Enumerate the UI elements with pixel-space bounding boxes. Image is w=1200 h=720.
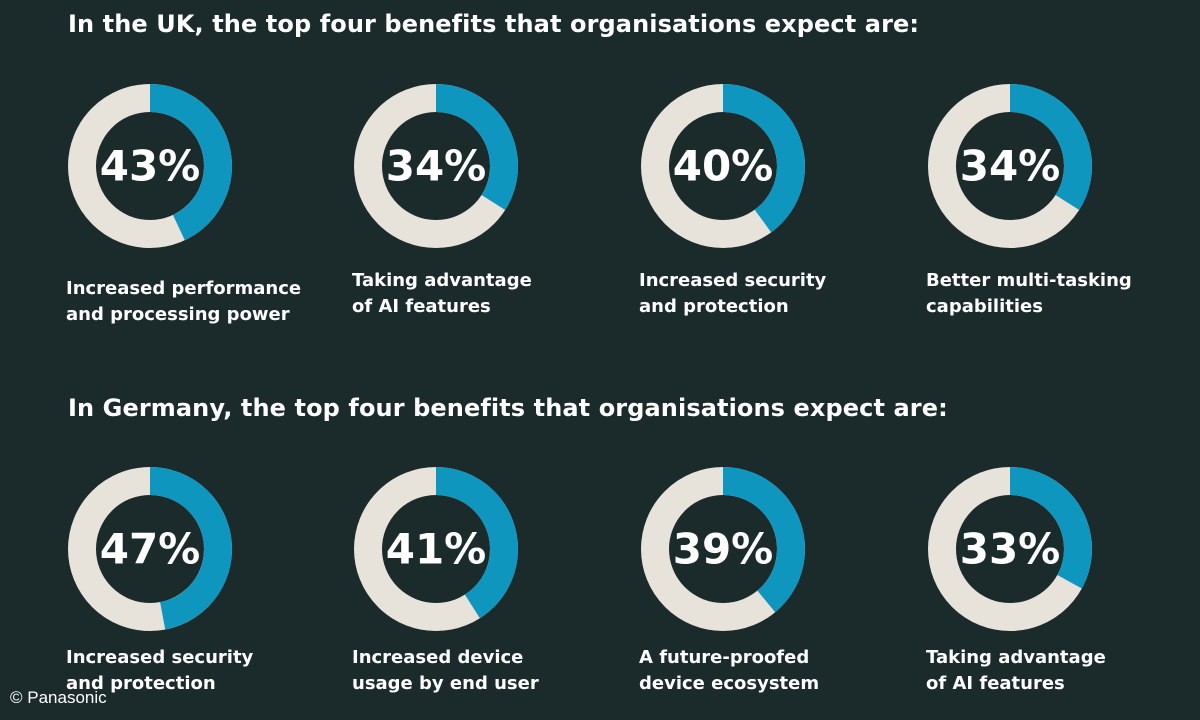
copyright-credit: © Panasonic xyxy=(10,688,107,707)
benefit-label: Increased security and protection xyxy=(66,645,253,697)
percentage-label: 34% xyxy=(960,142,1061,191)
percentage-label: 39% xyxy=(673,525,774,574)
benefit-label-line: usage by end user xyxy=(352,673,539,694)
uk-donut-3: 40% xyxy=(641,84,805,248)
benefit-label-line: and protection xyxy=(639,296,789,317)
donut-value-arc xyxy=(641,84,805,248)
uk-donut-4: 34% xyxy=(928,84,1092,248)
uk-section-heading: In the UK, the top four benefits that or… xyxy=(68,10,920,38)
benefit-label: Increased device usage by end user xyxy=(352,645,539,697)
benefit-label-line: Better multi-tasking xyxy=(926,270,1132,291)
percentage-label: 34% xyxy=(386,142,487,191)
benefit-label-line: Increased security xyxy=(639,270,827,291)
benefit-label: Better multi-tasking capabilities xyxy=(926,268,1132,320)
germany-donut-2: 41% xyxy=(354,467,518,631)
donut-value-arc xyxy=(928,84,1092,248)
percentage-label: 41% xyxy=(386,525,487,574)
percentage-label: 43% xyxy=(100,142,201,191)
percentage-label: 40% xyxy=(673,142,774,191)
donut-value-arc xyxy=(68,467,232,631)
germany-donut-1: 47% xyxy=(68,467,232,631)
benefit-label-line: device ecosystem xyxy=(639,673,820,694)
donut-value-arc xyxy=(354,84,518,248)
benefit-label-line: A future-proofed xyxy=(639,647,810,668)
benefit-label: Increased security and protection xyxy=(639,268,826,320)
uk-donut-2: 34% xyxy=(354,84,518,248)
benefit-label-line: and protection xyxy=(66,673,216,694)
benefit-label-line: Increased performance xyxy=(66,278,302,299)
benefit-label: Increased performance and processing powe… xyxy=(66,276,301,328)
percentage-label: 33% xyxy=(960,525,1061,574)
percentage-label: 47% xyxy=(100,525,201,574)
benefit-label-line: Taking advantage xyxy=(926,647,1106,668)
benefit-label-line: Taking advantage xyxy=(352,270,532,291)
benefit-label-line: Increased security xyxy=(66,647,254,668)
germany-donut-4: 33% xyxy=(928,467,1092,631)
uk-donut-1: 43% xyxy=(68,84,232,248)
benefit-label-line: and processing power xyxy=(66,304,290,325)
donut-value-arc xyxy=(641,467,805,631)
benefit-label-line: Increased device xyxy=(352,647,524,668)
donut-value-arc xyxy=(928,467,1092,631)
benefit-label-line: of AI features xyxy=(926,673,1065,694)
benefit-label: Taking advantage of AI features xyxy=(926,645,1106,697)
benefit-label-line: capabilities xyxy=(926,296,1043,317)
germany-section-heading: In Germany, the top four benefits that o… xyxy=(68,394,948,422)
benefit-label: Taking advantage of AI features xyxy=(352,268,532,320)
donut-value-arc xyxy=(354,467,518,631)
benefit-label: A future-proofed device ecosystem xyxy=(639,645,819,697)
donut-value-arc xyxy=(68,84,232,248)
germany-donut-3: 39% xyxy=(641,467,805,631)
benefit-label-line: of AI features xyxy=(352,296,491,317)
